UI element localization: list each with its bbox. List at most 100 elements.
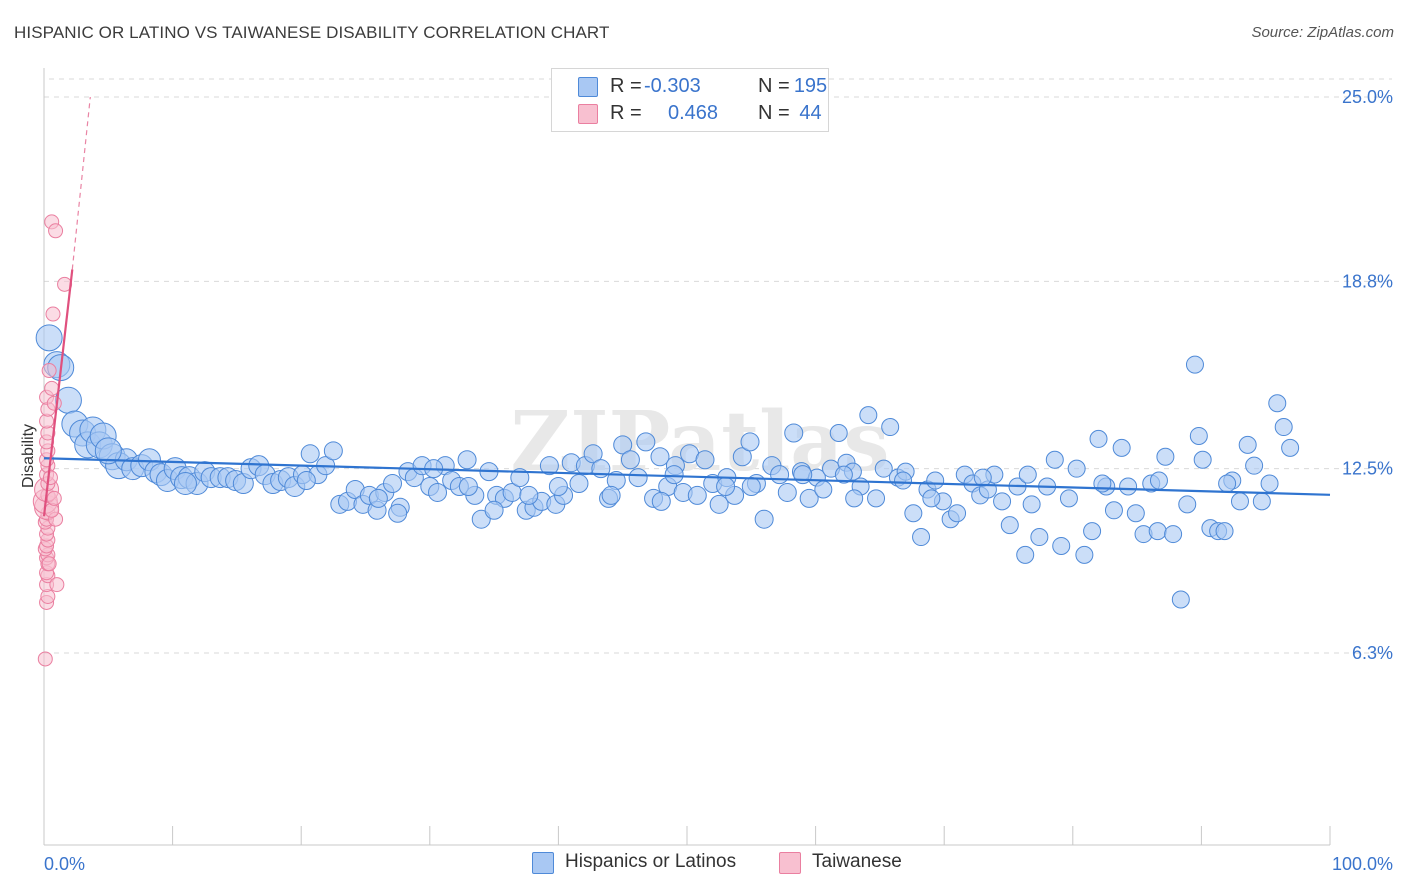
tick-labels: 6.3% 12.5% 18.8% 25.0% 0.0% 100.0% — [44, 87, 1393, 874]
y-tick-label: 25.0% — [1342, 87, 1393, 107]
legend-swatch-pink — [779, 852, 801, 874]
data-point — [368, 488, 388, 508]
trend-lines — [42, 96, 1331, 517]
data-point — [1164, 525, 1183, 544]
data-point — [1193, 450, 1212, 469]
legend-label: Hispanics or Latinos — [565, 851, 737, 872]
n-label: N = — [758, 75, 790, 97]
data-point — [1000, 516, 1019, 535]
data-point — [1185, 355, 1204, 374]
data-point — [1215, 522, 1234, 541]
data-point — [539, 456, 559, 476]
data-point — [777, 482, 797, 502]
data-point — [484, 500, 504, 520]
data-point — [926, 471, 945, 490]
x-tick-label: 0.0% — [44, 854, 85, 874]
n-value: 44 — [799, 102, 822, 124]
data-point — [732, 447, 752, 467]
data-point — [1022, 495, 1041, 514]
y-tick-label: 18.8% — [1342, 271, 1393, 291]
data-point — [48, 223, 64, 239]
data-point — [323, 441, 343, 461]
data-point — [519, 485, 539, 505]
data-point — [388, 503, 408, 523]
data-point — [42, 470, 58, 486]
data-point — [716, 476, 736, 496]
data-point — [383, 474, 403, 494]
data-point — [1156, 447, 1175, 466]
data-point — [1260, 474, 1279, 493]
data-point — [867, 489, 886, 508]
data-point — [458, 476, 478, 496]
r-label: R = — [610, 102, 642, 124]
data-point — [695, 450, 715, 470]
r-label: R = — [610, 75, 642, 97]
data-point — [834, 465, 853, 484]
data-point — [664, 465, 684, 485]
data-point — [296, 471, 316, 491]
data-point — [912, 528, 931, 547]
data-point — [45, 306, 61, 322]
data-point — [845, 489, 864, 508]
data-point — [44, 380, 60, 396]
data-point — [41, 556, 57, 572]
trend-line-hispanics — [43, 457, 1331, 496]
data-point — [1245, 456, 1264, 475]
data-point — [1075, 545, 1094, 564]
legend-swatch-blue — [532, 852, 554, 874]
data-point — [1268, 394, 1287, 413]
data-point — [709, 494, 729, 514]
data-point — [894, 471, 913, 490]
data-point — [1238, 435, 1257, 454]
data-point — [35, 324, 63, 352]
data-point — [457, 450, 477, 470]
data-point — [1059, 489, 1078, 508]
data-point — [300, 444, 320, 464]
data-point — [784, 423, 804, 443]
r-value: -0.303 — [644, 75, 701, 97]
data-point — [1119, 477, 1138, 496]
data-point — [510, 468, 530, 488]
y-tick-label: 12.5% — [1342, 459, 1393, 479]
series-taiwanese — [32, 214, 73, 667]
data-point — [799, 488, 819, 508]
data-point — [687, 485, 707, 505]
data-point — [1218, 474, 1237, 493]
data-point — [904, 504, 923, 523]
data-point — [613, 435, 633, 455]
data-point — [1083, 522, 1102, 541]
y-axis-label: Disability — [20, 424, 37, 488]
stats-legend: R = -0.303 N = 195 R = 0.468 N = 44 — [551, 68, 829, 132]
data-point — [650, 447, 670, 467]
data-point — [1045, 450, 1064, 469]
data-point — [1052, 536, 1071, 555]
data-point — [94, 437, 122, 465]
data-point — [628, 468, 648, 488]
x-tick-label: 100.0% — [1332, 854, 1393, 874]
data-point — [636, 432, 656, 452]
data-point — [770, 465, 790, 485]
legend-swatch-blue — [578, 77, 598, 97]
trend-extension-taiwanese — [71, 96, 91, 270]
data-point — [49, 577, 65, 593]
data-point — [1016, 545, 1035, 564]
data-point — [881, 418, 900, 437]
data-point — [1126, 504, 1145, 523]
data-point — [993, 492, 1012, 511]
data-point — [814, 480, 833, 499]
data-point — [1112, 438, 1131, 457]
r-value: 0.468 — [667, 102, 719, 124]
data-point — [1104, 501, 1123, 520]
n-value: 195 — [793, 75, 828, 97]
data-point — [1274, 418, 1293, 437]
n-label: N = — [758, 102, 790, 124]
data-point — [1252, 492, 1271, 511]
data-point — [740, 432, 760, 452]
data-point — [173, 472, 197, 496]
data-point — [1171, 590, 1190, 609]
series-hispanics — [35, 324, 1300, 609]
data-point — [620, 450, 640, 470]
data-point — [754, 509, 774, 529]
data-point — [548, 476, 568, 496]
